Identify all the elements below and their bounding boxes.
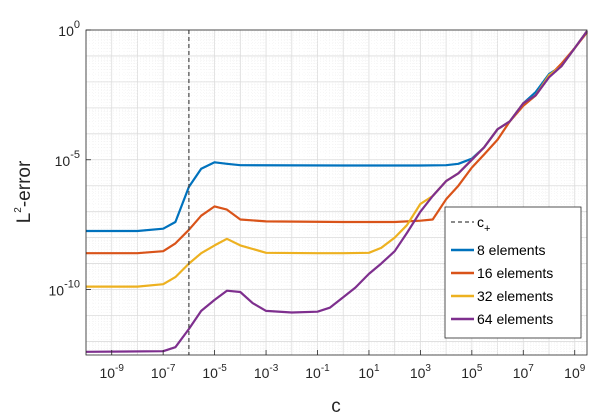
legend-label-reference: c+: [477, 214, 490, 235]
x-axis-ticks: 10-9 10-7 10-5 10-3 10-1 101 103 105 107 109: [99, 350, 586, 381]
y-tick-label: 10-5: [55, 149, 80, 169]
x-tick-label: 109: [564, 363, 586, 381]
legend-label-2: 16 elements: [477, 265, 553, 281]
x-tick-label: 10-9: [99, 363, 124, 381]
y-axis-label: L2-error: [13, 160, 35, 223]
x-tick-label: 107: [513, 363, 535, 381]
x-tick-label: 10-7: [151, 363, 176, 381]
series-line-4: [85, 30, 588, 353]
x-tick-label: 10-5: [202, 363, 227, 381]
x-tick-label: 10-1: [305, 363, 330, 381]
x-tick-label: 10-3: [254, 363, 279, 381]
x-tick-label: 101: [358, 363, 380, 381]
legend-items: 8 elements 16 elements 32 elements 64 eleme…: [451, 242, 553, 327]
x-tick-label: 103: [410, 363, 432, 381]
legend: c+ 8 elements 16 elements 32 elements 64 el…: [444, 206, 582, 339]
legend-label-3: 32 elements: [477, 288, 553, 304]
y-axis-ticks: 10-10 10-5 100: [49, 19, 91, 299]
legend-label-1: 8 elements: [477, 242, 545, 258]
series-layer: [85, 30, 588, 353]
series-line-1: [86, 30, 588, 233]
y-tick-label: 10-10: [49, 279, 80, 299]
y-tick-label: 100: [58, 19, 80, 39]
x-tick-label: 105: [461, 363, 483, 381]
x-axis-label: c: [331, 396, 341, 417]
legend-label-4: 64 elements: [477, 311, 553, 327]
plot-frame: [85, 29, 588, 356]
